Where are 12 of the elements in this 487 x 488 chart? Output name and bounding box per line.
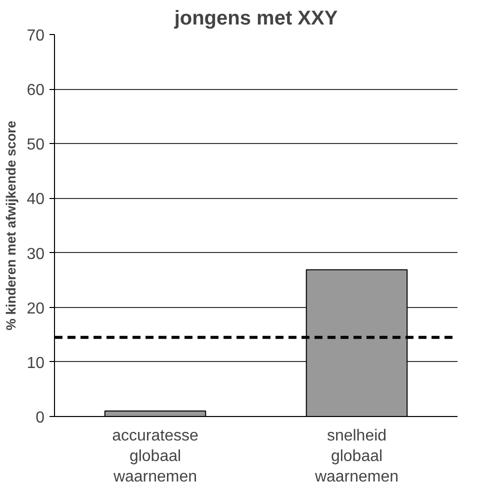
y-tick-label: 50	[26, 136, 45, 154]
y-tick-label: 40	[26, 191, 45, 208]
y-tick-label: 0	[36, 410, 45, 426]
chart-title: jongens met XXY	[173, 8, 338, 30]
y-tick-label: 60	[26, 82, 45, 100]
y-tick-label: 30	[26, 246, 45, 263]
y-tick-label: 20	[26, 300, 45, 318]
x-tick-label: snelheid globaal waarnemen	[314, 428, 399, 486]
y-tick-label: 10	[26, 354, 45, 372]
y-tick-label: 70	[26, 28, 45, 44]
x-tick-label: accuratesse globaal waarnemen	[112, 428, 198, 486]
y-axis-title: % kinderen met afwijkende score	[4, 120, 19, 330]
